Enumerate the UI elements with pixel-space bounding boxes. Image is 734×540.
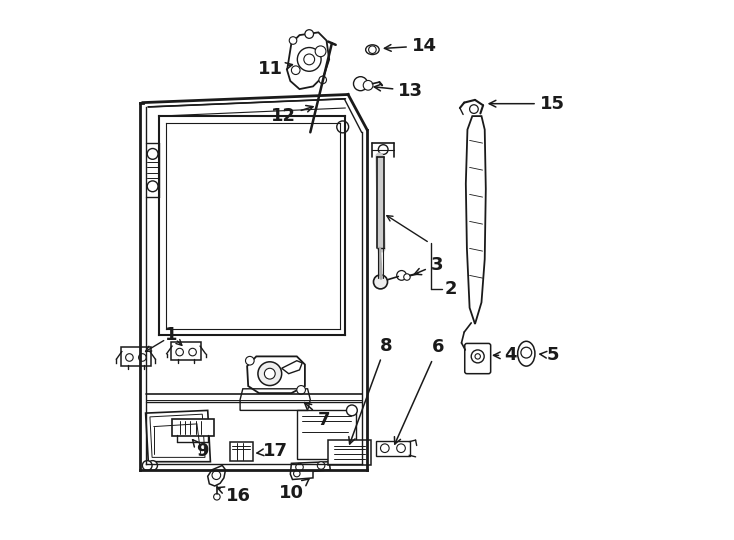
Text: 13: 13 [374,82,424,100]
Circle shape [139,354,146,361]
Circle shape [245,356,254,365]
Circle shape [148,148,158,159]
Circle shape [317,462,325,469]
FancyBboxPatch shape [172,419,214,436]
Circle shape [521,347,531,358]
Circle shape [363,80,373,90]
Text: 12: 12 [271,105,313,125]
Circle shape [176,348,184,356]
Circle shape [470,105,479,113]
FancyBboxPatch shape [327,440,371,465]
Circle shape [471,350,484,363]
Text: 15: 15 [489,94,564,113]
Circle shape [354,77,368,91]
Circle shape [258,362,282,386]
Circle shape [315,46,326,57]
Circle shape [296,463,303,471]
Circle shape [291,66,300,75]
Circle shape [396,271,407,280]
Text: 8: 8 [349,336,392,444]
Text: 11: 11 [258,60,292,78]
FancyBboxPatch shape [465,343,490,374]
Circle shape [126,354,133,361]
Text: 14: 14 [385,37,437,55]
Text: 16: 16 [217,487,250,505]
Circle shape [475,354,480,359]
Circle shape [337,121,349,133]
Circle shape [374,275,388,289]
Circle shape [380,444,389,453]
Circle shape [297,386,305,394]
FancyBboxPatch shape [171,342,201,360]
Circle shape [305,30,313,38]
Text: 3: 3 [414,255,443,275]
Circle shape [404,274,410,280]
Circle shape [189,348,197,356]
Text: 9: 9 [192,440,208,460]
FancyBboxPatch shape [121,347,151,366]
Circle shape [212,471,221,480]
Circle shape [304,54,315,65]
Text: 5: 5 [540,346,559,364]
Circle shape [148,461,158,470]
Circle shape [378,145,388,154]
Text: 1: 1 [165,326,178,344]
Ellipse shape [517,341,535,366]
FancyBboxPatch shape [230,442,252,461]
Circle shape [148,181,158,192]
FancyBboxPatch shape [376,441,410,456]
Circle shape [319,76,327,84]
Text: 10: 10 [279,479,309,502]
Circle shape [396,444,405,453]
Ellipse shape [366,45,379,55]
Circle shape [214,494,220,500]
Text: 6: 6 [394,338,444,444]
Text: 4: 4 [493,346,517,364]
Circle shape [294,470,300,477]
Circle shape [297,48,321,71]
Text: 7: 7 [305,403,330,429]
Circle shape [142,461,152,470]
Text: 17: 17 [257,442,288,460]
Text: 2: 2 [444,280,457,298]
Circle shape [346,405,357,416]
Circle shape [289,37,297,44]
Circle shape [264,368,275,379]
Circle shape [368,46,377,53]
